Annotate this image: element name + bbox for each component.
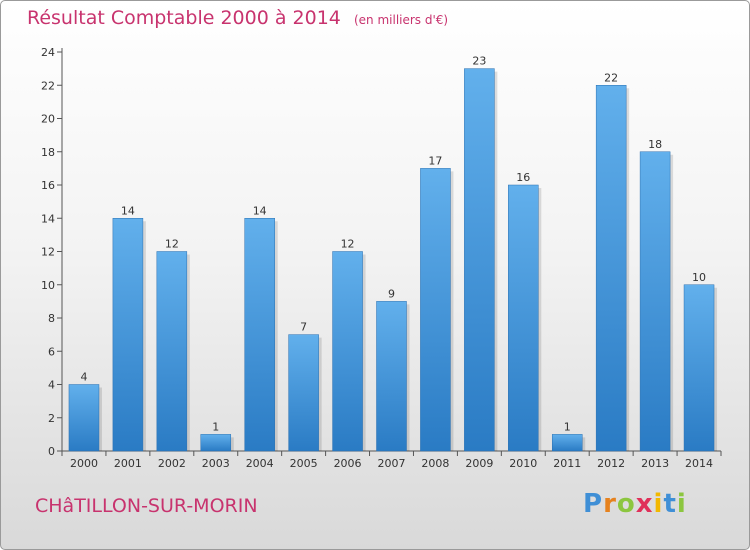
value-label-2006: 12	[341, 238, 355, 251]
value-label-2008: 17	[428, 154, 442, 167]
chart-title-text: Résultat Comptable 2000 à 2014	[27, 7, 341, 29]
value-label-2002: 12	[165, 238, 179, 251]
bar-2013	[639, 151, 671, 452]
y-tick-label: 8	[48, 312, 55, 325]
bar-2008	[420, 168, 451, 452]
x-tick-label-2006: 2006	[334, 457, 362, 470]
bar-2009	[464, 68, 495, 452]
logo-letter: x	[635, 489, 654, 519]
y-tick-label: 6	[48, 345, 55, 358]
logo-letter: i	[676, 489, 687, 519]
value-label-2005: 7	[300, 321, 307, 334]
bar-2007	[376, 301, 407, 452]
x-tick-label-2011: 2011	[553, 457, 581, 470]
y-tick-label: 22	[41, 79, 55, 92]
chart-subtitle: (en milliers d'€)	[353, 13, 449, 27]
x-tick-label-2012: 2012	[597, 457, 625, 470]
x-tick-label-2004: 2004	[246, 457, 274, 470]
bar-2005	[288, 334, 319, 452]
chart-labels: 4 2000 14 2001 12 2002 1 2003 14 2004 7 2005 12 2006 9…	[70, 55, 713, 470]
chart-title: Résultat Comptable 2000 à 2014 (en milli…	[27, 7, 448, 29]
y-tick-label: 18	[41, 146, 55, 159]
place-name: CHâTILLON-SUR-MORIN	[35, 495, 258, 517]
logo-letter: i	[653, 489, 664, 519]
value-label-2001: 14	[121, 204, 135, 217]
bar-2000	[68, 384, 100, 452]
x-tick-label-2003: 2003	[202, 457, 230, 470]
value-label-2014: 10	[692, 271, 706, 284]
bar-2003	[200, 434, 232, 452]
bar-2011	[551, 434, 583, 452]
value-label-2000: 4	[80, 371, 87, 384]
y-tick-label: 20	[41, 113, 55, 126]
bar-2010	[508, 184, 539, 452]
x-tick-label-2014: 2014	[685, 457, 713, 470]
proxiti-logo: Proxiti	[583, 489, 687, 519]
bar-2006	[332, 251, 363, 452]
chart-bars	[68, 68, 718, 452]
value-label-2013: 18	[648, 138, 662, 151]
value-label-2010: 16	[516, 171, 530, 184]
x-tick-label-2010: 2010	[509, 457, 537, 470]
x-tick-label-2013: 2013	[641, 457, 669, 470]
logo-letter: t	[663, 489, 677, 519]
y-tick-label: 12	[41, 246, 55, 259]
y-tick-label: 2	[48, 412, 55, 425]
logo-letter: r	[603, 489, 617, 519]
bar-2014	[683, 284, 715, 452]
y-tick-label: 14	[41, 212, 55, 225]
value-label-2007: 9	[388, 287, 395, 300]
x-tick-label-2008: 2008	[421, 457, 449, 470]
x-tick-label-2002: 2002	[158, 457, 186, 470]
value-label-2003: 1	[212, 420, 219, 433]
x-tick-label-2005: 2005	[290, 457, 318, 470]
value-label-2011: 1	[564, 420, 571, 433]
bar-2002	[156, 251, 188, 452]
x-tick-label-2009: 2009	[465, 457, 493, 470]
y-tick-label: 10	[41, 279, 55, 292]
bar-2012	[595, 85, 627, 452]
x-tick-label-2007: 2007	[378, 457, 406, 470]
value-label-2004: 14	[253, 204, 267, 217]
value-label-2012: 22	[604, 71, 618, 84]
y-tick-label: 4	[48, 379, 55, 392]
y-tick-label: 16	[41, 179, 55, 192]
bar-2001	[112, 218, 144, 452]
y-tick-label: 24	[41, 46, 55, 59]
logo-letter: P	[583, 489, 604, 519]
bar-2004	[244, 218, 275, 452]
logo-letter: o	[616, 489, 636, 519]
y-tick-label: 0	[48, 445, 55, 458]
x-tick-label-2001: 2001	[114, 457, 142, 470]
value-label-2009: 23	[472, 55, 486, 68]
x-tick-label-2000: 2000	[70, 457, 98, 470]
